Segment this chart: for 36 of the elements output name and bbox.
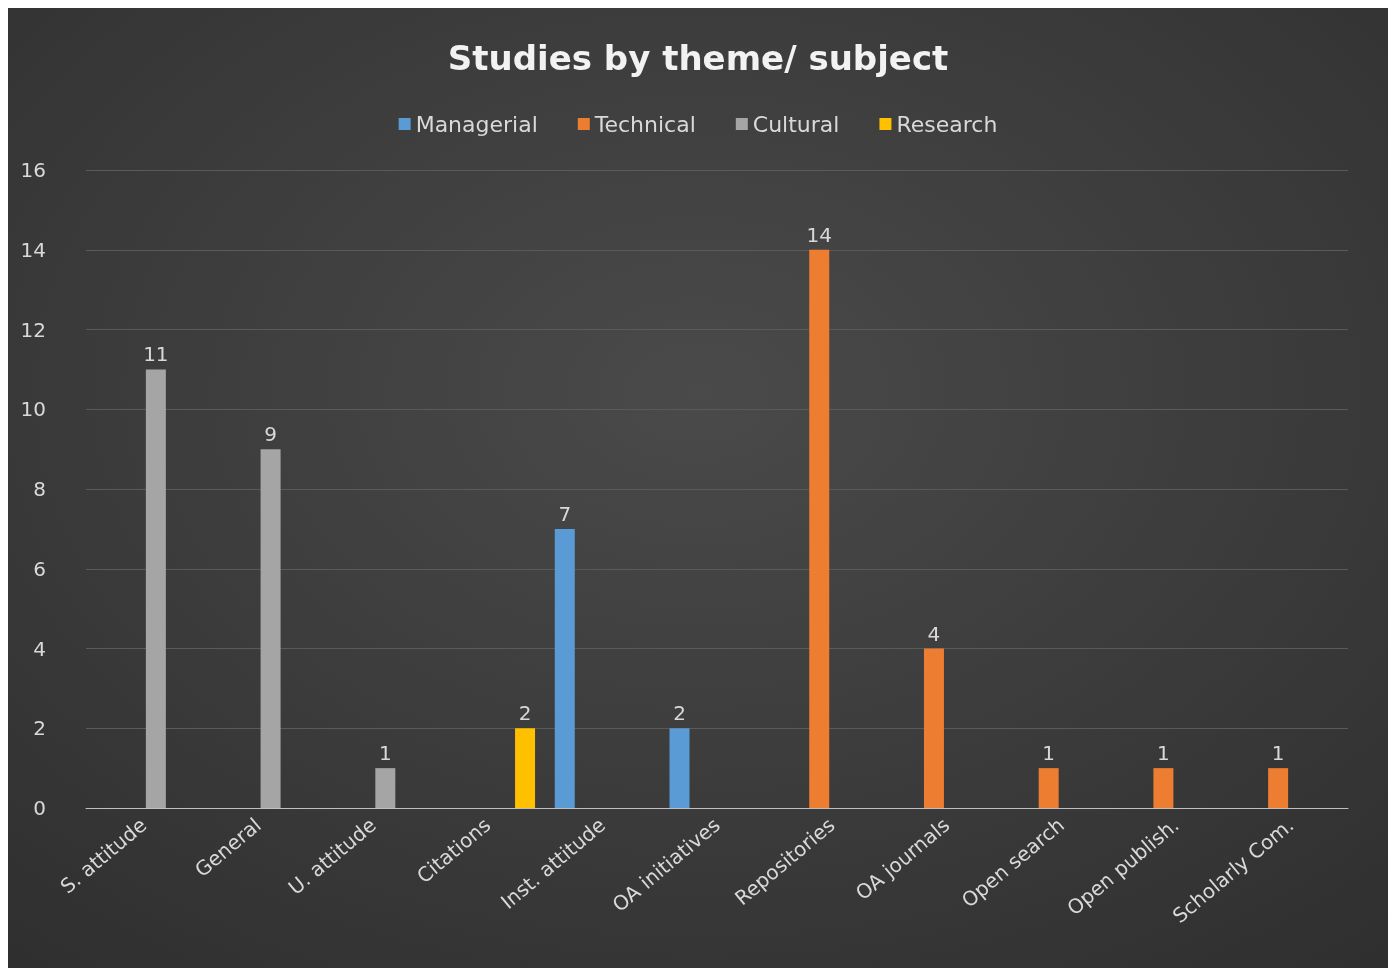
y-tick-label: 4: [33, 636, 46, 661]
bar: [554, 528, 575, 808]
bar: [260, 449, 281, 808]
legend-label: Technical: [593, 111, 696, 137]
data-label: 1: [1042, 741, 1056, 766]
data-label: 1: [1157, 741, 1170, 766]
data-label: 1: [1271, 741, 1285, 766]
bar: [669, 728, 690, 808]
data-label: 9: [264, 422, 277, 447]
bar: [145, 369, 166, 808]
y-tick-label: 16: [20, 158, 46, 182]
legend-label: Research: [896, 111, 998, 137]
y-tick-label: 8: [33, 477, 46, 501]
y-tick-label: 6: [33, 556, 46, 581]
bar: [809, 249, 830, 808]
y-tick-label: 2: [33, 716, 46, 741]
data-label: 1: [378, 741, 392, 766]
data-label: 2: [518, 701, 532, 726]
bar: [1038, 768, 1059, 808]
y-tick-label: 14: [20, 237, 46, 262]
chart-title: Studies by theme/ subject: [447, 38, 949, 78]
y-tick-label: 0: [33, 796, 46, 820]
data-label: 7: [558, 501, 572, 526]
data-label: 2: [673, 701, 686, 726]
bar: [375, 768, 396, 808]
bar: [1268, 768, 1289, 808]
legend-label: Cultural: [752, 111, 840, 137]
bar: [1153, 768, 1174, 808]
bar: [923, 648, 944, 808]
bar: [515, 728, 536, 808]
y-tick-label: 10: [20, 397, 46, 422]
data-label: 14: [806, 222, 832, 247]
data-label: 4: [927, 621, 941, 646]
data-label: 11: [143, 342, 169, 367]
legend-label: Managerial: [415, 111, 538, 137]
y-tick-label: 12: [20, 317, 46, 342]
